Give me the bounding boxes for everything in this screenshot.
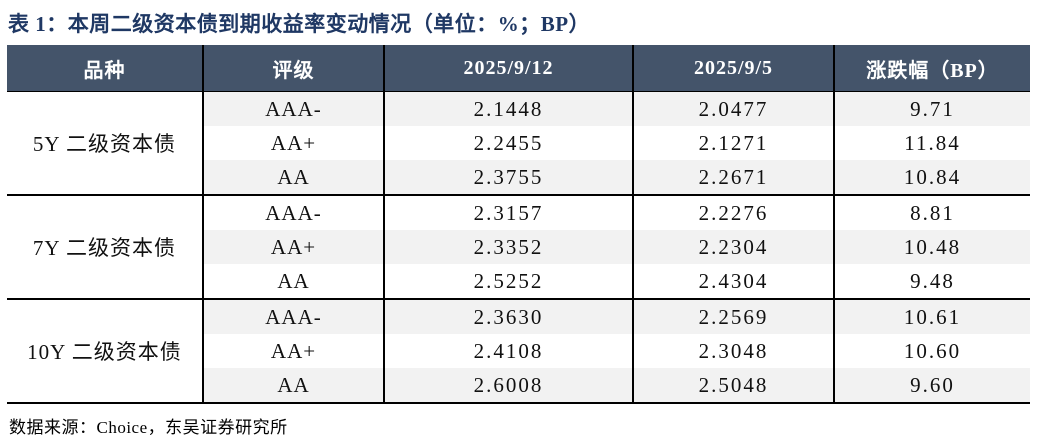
column-header-variety: 品种 xyxy=(7,45,203,92)
yield-previous-cell: 2.1271 xyxy=(632,126,834,160)
table-title: 表 1：本周二级资本债到期收益率变动情况（单位：%；BP） xyxy=(8,12,591,36)
yield-previous-cell: 2.4304 xyxy=(632,264,834,299)
yield-previous-cell: 2.2276 xyxy=(632,194,834,230)
yield-previous-cell: 2.2304 xyxy=(632,230,834,264)
rating-cell: AA+ xyxy=(202,230,384,264)
yield-previous-cell: 2.2671 xyxy=(632,160,834,195)
rating-cell: AA xyxy=(202,368,384,403)
change-bp-cell: 8.81 xyxy=(833,194,1030,230)
yield-current-cell: 2.2455 xyxy=(383,126,633,160)
table-row: 7Y 二级资本债 AAA- 2.3157 2.2276 8.81 xyxy=(7,194,1030,299)
yield-previous-cell: 2.5048 xyxy=(632,368,834,403)
group-cell-5y: 5Y 二级资本债 xyxy=(7,91,203,195)
change-bp-cell: 10.48 xyxy=(833,230,1030,264)
table-row: 5Y 二级资本债 AAA- 2.1448 2.0477 9.71 xyxy=(7,91,1030,195)
group-cell-10y: 10Y 二级资本债 xyxy=(7,298,203,403)
yield-current-cell: 2.3755 xyxy=(383,160,633,195)
column-header-date-current: 2025/9/12 xyxy=(383,45,633,92)
rating-cell: AAA- xyxy=(202,194,384,230)
rating-cell: AA xyxy=(202,264,384,299)
change-bp-cell: 9.60 xyxy=(833,368,1030,403)
table-row: AA 2.5252 2.4304 9.48 xyxy=(7,264,1030,299)
yield-change-table: 品种 评级 2025/9/12 2025/9/5 涨跌幅（BP） 5Y 二级资本… xyxy=(7,45,1030,404)
yield-current-cell: 2.4108 xyxy=(383,334,633,368)
change-bp-cell: 11.84 xyxy=(833,126,1030,160)
header-row: 品种 评级 2025/9/12 2025/9/5 涨跌幅（BP） xyxy=(7,45,1030,92)
column-header-date-previous: 2025/9/5 xyxy=(632,45,834,92)
change-bp-cell: 9.71 xyxy=(833,91,1030,126)
group-cell-7y: 7Y 二级资本债 xyxy=(7,194,203,299)
table-row: AA 2.6008 2.5048 9.60 xyxy=(7,368,1030,403)
yield-current-cell: 2.3157 xyxy=(383,194,633,230)
yield-current-cell: 2.3352 xyxy=(383,230,633,264)
rating-cell: AA+ xyxy=(202,334,384,368)
yield-previous-cell: 2.0477 xyxy=(632,91,834,126)
yield-current-cell: 2.3630 xyxy=(383,298,633,334)
yield-current-cell: 2.5252 xyxy=(383,264,633,299)
yield-current-cell: 2.6008 xyxy=(383,368,633,403)
table-row: AA 2.3755 2.2671 10.84 xyxy=(7,160,1030,195)
rating-cell: AA+ xyxy=(202,126,384,160)
table-row: AA+ 2.3352 2.2304 10.48 xyxy=(7,230,1030,264)
rating-cell: AAA- xyxy=(202,91,384,126)
table-row: AA+ 2.2455 2.1271 11.84 xyxy=(7,126,1030,160)
yield-current-cell: 2.1448 xyxy=(383,91,633,126)
data-source-note: 数据来源：Choice，东吴证券研究所 xyxy=(9,418,288,437)
rating-cell: AAA- xyxy=(202,298,384,334)
column-header-rating: 评级 xyxy=(202,45,384,92)
change-bp-cell: 10.60 xyxy=(833,334,1030,368)
change-bp-cell: 10.61 xyxy=(833,298,1030,334)
column-header-change-bp: 涨跌幅（BP） xyxy=(833,45,1030,92)
change-bp-cell: 9.48 xyxy=(833,264,1030,299)
table-row: AA+ 2.4108 2.3048 10.60 xyxy=(7,334,1030,368)
yield-previous-cell: 2.2569 xyxy=(632,298,834,334)
change-bp-cell: 10.84 xyxy=(833,160,1030,195)
table-row: 10Y 二级资本债 AAA- 2.3630 2.2569 10.61 xyxy=(7,298,1030,403)
rating-cell: AA xyxy=(202,160,384,195)
yield-previous-cell: 2.3048 xyxy=(632,334,834,368)
